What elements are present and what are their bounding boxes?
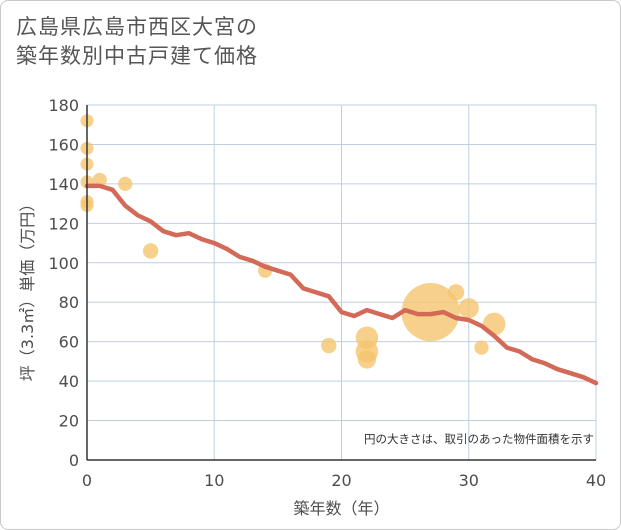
y-tick-label: 120 [48,214,79,233]
scatter-point [321,337,337,354]
scatter-point [447,284,465,301]
x-tick-label: 40 [586,471,606,490]
scatter-point [142,243,159,259]
y-tick-label: 0 [69,451,79,470]
scatter-point [92,172,107,188]
x-tick-label: 10 [204,471,224,490]
chart-title-line-2: 築年数別中古戸建て価格 [16,44,258,68]
y-tick-label: 80 [59,293,79,312]
x-axis-label: 築年数（年） [293,499,389,518]
axes [86,105,596,461]
size-note: 円の大きさは、取引のあった物件面積を示す [364,432,594,446]
series-line [84,183,599,386]
scatter-point [118,176,133,192]
bubbles [80,114,506,369]
scatter-point [458,298,479,319]
y-tick-label: 40 [59,372,79,391]
y-tick-label: 60 [59,333,79,352]
y-tick-label: 160 [48,135,79,154]
y-tick-label: 20 [59,412,79,431]
chart-title-line-1: 広島県広島市西区大宮の [16,15,258,39]
scatter-point [474,340,489,355]
chart-title: 広島県広島市西区大宮の 築年数別中古戸建て価格 [16,13,576,71]
trend-lines [84,183,599,386]
x-tick-label: 20 [331,471,351,490]
scatter-point [357,350,377,369]
x-tick-label: 30 [459,471,479,490]
grid [86,104,597,461]
y-tick-label: 100 [48,254,79,273]
tick-labels: 0 20 40 60 80 100 120 140 160 180 0 10 20 30 40 [48,96,606,490]
x-tick-label: 0 [82,471,92,490]
y-tick-label: 140 [48,175,79,194]
y-tick-label: 180 [48,96,79,115]
y-axis-label: 坪（3.3㎡）単価（万円） [18,196,37,381]
